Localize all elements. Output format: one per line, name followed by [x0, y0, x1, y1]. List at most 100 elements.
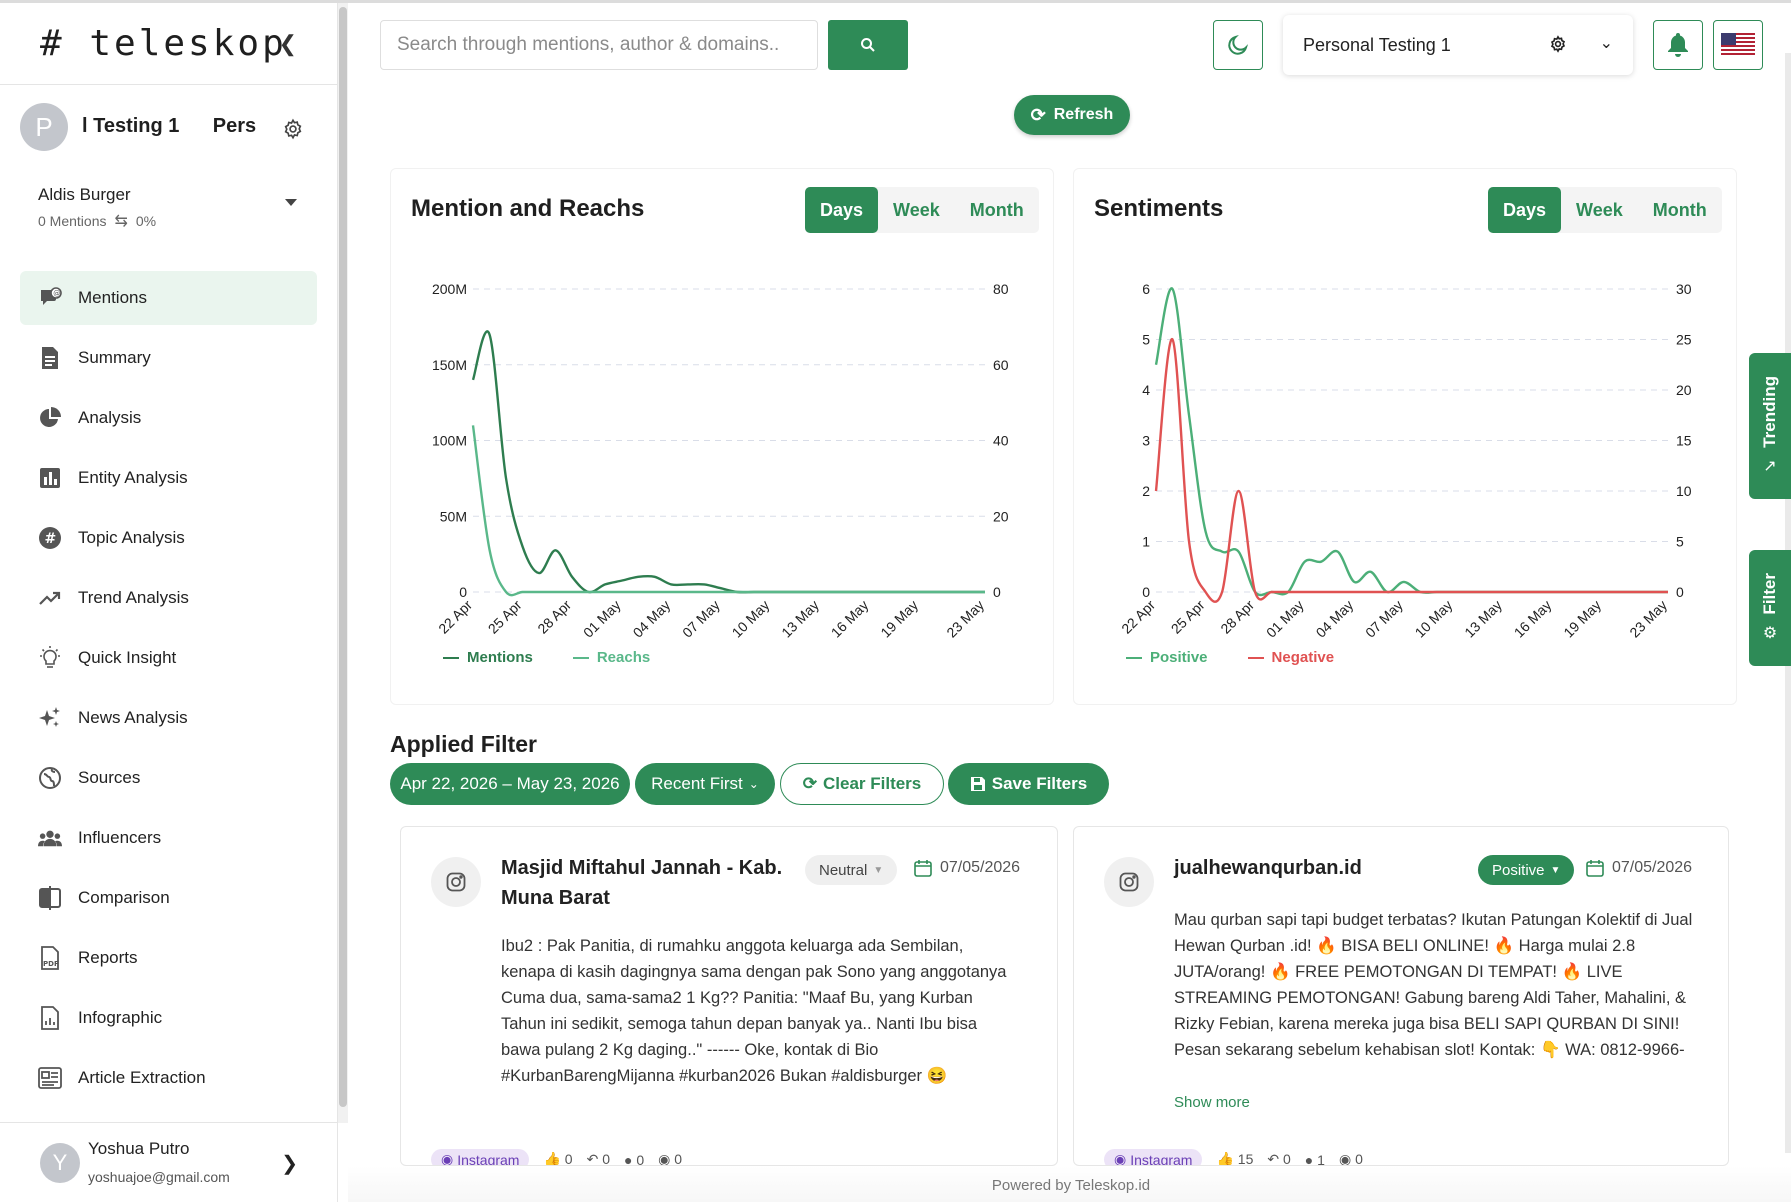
trend-icon: ↗	[1763, 457, 1777, 475]
legend-item[interactable]: Mentions	[443, 649, 533, 666]
text-fade	[1174, 1065, 1694, 1095]
moon-icon	[1228, 34, 1249, 55]
mention-author[interactable]: jualhewanqurban.id	[1174, 857, 1362, 879]
mention-date: 07/05/2026	[914, 859, 1020, 877]
sidebar-item-topic-analysis[interactable]: # Topic Analysis	[20, 511, 317, 565]
brand-mentions: 0 Mentions	[38, 213, 107, 229]
project-select[interactable]: Personal Testing 1 ⌄	[1283, 15, 1633, 75]
trending-tab[interactable]: Trending ↗	[1749, 353, 1791, 499]
legend-item[interactable]: Reachs	[572, 649, 650, 666]
x-tick-label: 01 May	[580, 597, 624, 639]
shares-count: ↶ 0	[586, 1151, 611, 1166]
sidebar-item-mentions[interactable]: @ Mentions	[20, 271, 317, 325]
x-tick-label: 16 May	[1511, 597, 1555, 639]
sidebar-item-influencers[interactable]: Influencers	[20, 811, 317, 865]
period-days-button[interactable]: Days	[1488, 187, 1562, 233]
x-tick-label: 13 May	[1461, 597, 1505, 639]
chart-legend: Positive Negative	[1126, 649, 1334, 666]
project-switcher[interactable]: P l Testing 1 Pers	[0, 85, 337, 177]
legend-item[interactable]: Negative	[1247, 649, 1334, 666]
legend-item[interactable]: Positive	[1126, 649, 1208, 666]
sentiment-dropdown[interactable]: Neutral ▼	[805, 855, 898, 885]
comments-count: ● 0	[624, 1151, 645, 1166]
shares-value: 0	[1283, 1151, 1291, 1166]
save-filters-button[interactable]: Save Filters	[948, 763, 1109, 805]
sort-dropdown[interactable]: Recent First ⌄	[635, 763, 775, 805]
sentiment-dropdown[interactable]: Positive ▼	[1478, 855, 1575, 885]
y2-tick-label: 20	[993, 508, 1009, 524]
document-icon	[38, 346, 62, 370]
sidebar-item-summary[interactable]: Summary	[20, 331, 317, 385]
sidebar-item-label: Trend Analysis	[78, 588, 189, 607]
search-button[interactable]	[828, 20, 908, 70]
mention-card[interactable]: Masjid Miftahul Jannah - Kab. Muna Barat…	[400, 826, 1058, 1166]
x-tick-label: 22 Apr	[435, 597, 475, 637]
x-tick-label: 19 May	[877, 597, 921, 639]
series-line-positive	[1154, 287, 1668, 597]
avatar: Y	[40, 1143, 80, 1183]
y2-tick-label: 40	[993, 433, 1009, 449]
y-tick-label: 200M	[432, 281, 467, 297]
sentiment-label: Positive	[1492, 861, 1545, 879]
x-tick-label: 04 May	[1313, 597, 1357, 639]
sidebar-item-label: Reports	[78, 948, 138, 967]
sidebar-item-trend-analysis[interactable]: Trend Analysis	[20, 571, 317, 625]
sidebar-item-sources[interactable]: Sources	[20, 751, 317, 805]
sidebar-item-label: Topic Analysis	[78, 528, 185, 547]
show-more-link[interactable]: Show more	[1174, 1094, 1250, 1111]
x-tick-label: 04 May	[630, 597, 674, 639]
comments-value: 0	[636, 1151, 645, 1166]
x-tick-label: 01 May	[1263, 597, 1307, 639]
x-tick-label: 28 Apr	[1217, 597, 1257, 637]
date-label: 07/05/2026	[940, 859, 1021, 876]
sidebar-item-label: Quick Insight	[78, 648, 177, 667]
mention-date: 07/05/2026	[1586, 859, 1692, 877]
brand-selector[interactable]: Aldis Burger 0 Mentions ⇆ 0%	[0, 177, 337, 267]
y2-tick-label: 10	[1676, 483, 1692, 499]
svg-text:@: @	[53, 290, 60, 298]
trending-label: Trending	[1760, 376, 1779, 448]
sidebar-item-article-extraction[interactable]: Article Extraction	[20, 1051, 317, 1105]
date-range-pill[interactable]: Apr 22, 2026 – May 23, 2026	[390, 763, 630, 805]
x-tick-label: 25 Apr	[1168, 597, 1208, 637]
y-tick-label: 3	[1142, 433, 1150, 449]
mention-author[interactable]: Masjid Miftahul Jannah - Kab. Muna Barat	[501, 857, 783, 909]
notifications-button[interactable]	[1653, 20, 1703, 70]
sidebar-item-infographic[interactable]: Infographic	[20, 991, 317, 1045]
period-days-button[interactable]: Days	[805, 187, 879, 233]
refresh-icon: ⟳	[1030, 104, 1046, 125]
chart-title: Mention and Reachs	[411, 195, 645, 222]
mention-card[interactable]: jualhewanqurban.id Positive ▼ 07/05/2026…	[1073, 826, 1729, 1166]
y-tick-label: 0	[1142, 584, 1150, 600]
sidebar-item-quick-insight[interactable]: Quick Insight	[20, 631, 317, 685]
y-tick-label: 1	[1142, 534, 1150, 550]
chevron-down-icon: ⌄	[1599, 35, 1613, 52]
sidebar-item-reports[interactable]: PDF Reports	[20, 931, 317, 985]
x-tick-label: 10 May	[729, 597, 773, 639]
period-week-button[interactable]: Week	[893, 199, 940, 220]
language-button[interactable]	[1713, 20, 1763, 70]
chart-title: Sentiments	[1094, 195, 1224, 222]
refresh-button[interactable]: ⟳ Refresh	[1014, 95, 1130, 135]
sidebar-item-analysis[interactable]: Analysis	[20, 391, 317, 445]
search-input[interactable]	[380, 20, 818, 70]
period-week-button[interactable]: Week	[1576, 199, 1623, 220]
gear-icon[interactable]	[282, 118, 304, 140]
period-month-button[interactable]: Month	[969, 199, 1024, 220]
y2-tick-label: 0	[993, 584, 1001, 600]
period-month-button[interactable]: Month	[1652, 199, 1707, 220]
clear-filters-button[interactable]: ⟳ Clear Filters	[780, 763, 944, 805]
views-count: ◉ 0	[658, 1151, 683, 1166]
date-range-label: Apr 22, 2026 – May 23, 2026	[400, 774, 620, 793]
gear-icon[interactable]	[1549, 35, 1567, 53]
y-tick-label: 4	[1142, 382, 1150, 398]
sidebar-item-news-analysis[interactable]: News Analysis	[20, 691, 317, 745]
dark-mode-toggle[interactable]	[1213, 20, 1263, 70]
sidebar-item-comparison[interactable]: Comparison	[20, 871, 317, 925]
filter-tab[interactable]: Filter ⚙	[1749, 550, 1791, 666]
chevron-left-icon[interactable]: ❮	[278, 31, 297, 56]
save-filters-label: Save Filters	[991, 774, 1088, 793]
sidebar-scrollbar-thumb[interactable]	[339, 7, 347, 1107]
sidebar-item-entity-analysis[interactable]: Entity Analysis	[20, 451, 317, 505]
user-profile[interactable]: Y Yoshua Putro yoshuajoe@gmail.com ❯	[0, 1122, 338, 1202]
